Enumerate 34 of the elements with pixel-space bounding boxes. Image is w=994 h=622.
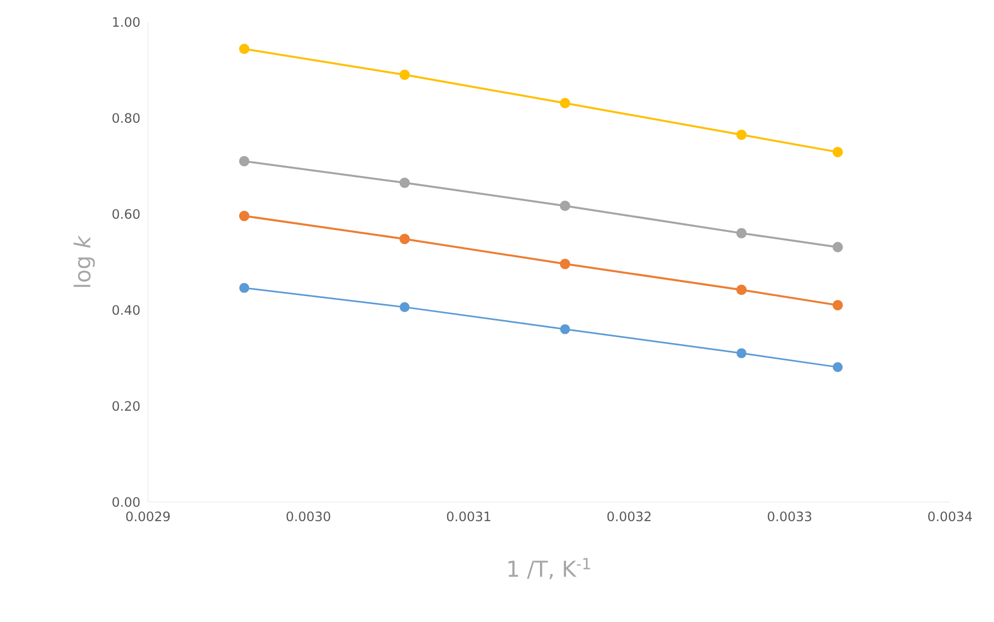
y-tick-label: 0.80: [112, 113, 140, 123]
x-tick-label: 0.0031: [447, 512, 490, 522]
point: [560, 324, 570, 334]
y-tick-label: 0.60: [112, 209, 140, 219]
x-tick-label: 0.0034: [928, 512, 972, 522]
point: [832, 300, 843, 310]
point: [560, 200, 570, 212]
point: [239, 156, 250, 166]
y-tick-label: 1.00: [113, 17, 140, 27]
point: [736, 348, 746, 358]
y-tick-label: 0.20: [112, 401, 140, 411]
x-tick-label: 0.0032: [607, 512, 651, 522]
x-axis-title: 1 /T, K$^{-1}$: [508, 558, 590, 580]
point: [400, 302, 410, 312]
x-tick-label: 0.0029: [126, 512, 170, 522]
point: [560, 98, 570, 108]
point: [736, 284, 747, 296]
point: [399, 178, 410, 188]
point: [239, 44, 250, 54]
point: [399, 234, 410, 244]
point: [832, 242, 843, 252]
point: [560, 258, 570, 270]
y-axis-title: log k: [74, 235, 95, 287]
x-tick-label: 0.0030: [286, 512, 330, 522]
point: [399, 70, 410, 80]
point: [239, 282, 250, 293]
point: [832, 362, 843, 372]
point: [736, 130, 747, 140]
x-tick-label: 0.0033: [768, 512, 812, 522]
point: [239, 210, 250, 222]
y-tick-label: 0.40: [112, 305, 140, 315]
point: [736, 228, 747, 238]
y-tick-label: 0.00: [112, 497, 140, 507]
point: [832, 146, 843, 158]
